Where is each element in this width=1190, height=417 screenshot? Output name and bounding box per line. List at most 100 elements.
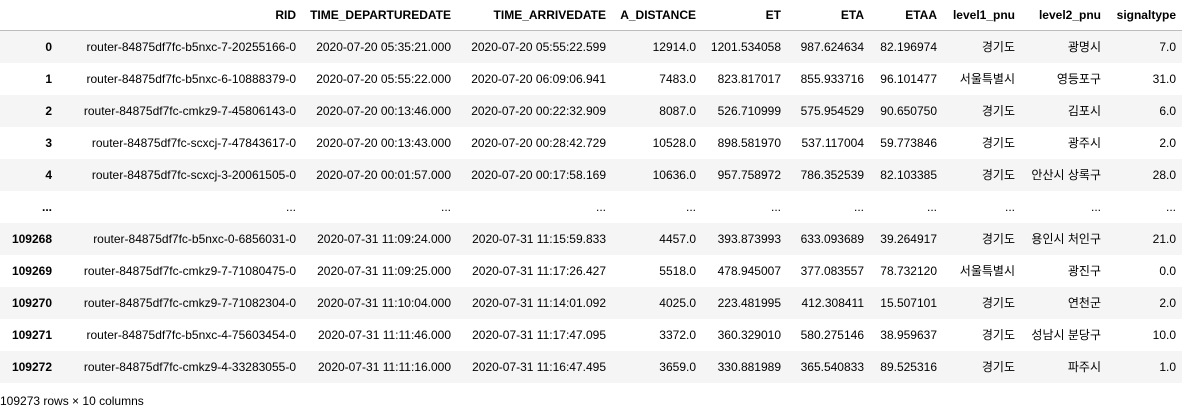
row-index: 109271 <box>11 327 52 342</box>
table-cell: 38.959637 <box>880 327 937 342</box>
table-cell: 7483.0 <box>659 71 696 86</box>
row-index: 3 <box>45 135 52 150</box>
table-cell: 330.881989 <box>717 359 781 374</box>
table-cell: router-84875df7fc-cmkz9-4-33283055-0 <box>83 359 296 374</box>
column-header: level1_pnu <box>943 0 1021 31</box>
table-cell: router-84875df7fc-cmkz9-7-45806143-0 <box>83 103 296 118</box>
table-cell: 3659.0 <box>659 359 696 374</box>
row-index: 109272 <box>11 359 52 374</box>
table-cell: 15.507101 <box>880 295 937 310</box>
table-cell: 21.0 <box>1152 231 1176 246</box>
table-cell: router-84875df7fc-b5nxc-6-10888379-0 <box>86 71 296 86</box>
table-header: RID TIME_DEPARTUREDATE TIME_ARRIVEDATE A_DI… <box>0 0 1182 31</box>
table-cell: 633.093689 <box>800 231 864 246</box>
table-row: ................................. <box>0 191 1182 223</box>
table-cell: 광진구 <box>1067 264 1101 278</box>
table-cell: 2020-07-20 00:01:57.000 <box>316 167 451 182</box>
table-cell: 2020-07-20 00:13:46.000 <box>316 103 451 118</box>
table-cell: 223.481995 <box>717 295 781 310</box>
table-cell: ... <box>440 199 451 214</box>
table-cell: 957.758972 <box>717 167 781 182</box>
table-cell: 영등포구 <box>1056 72 1101 86</box>
table-cell: 경기도 <box>981 136 1015 150</box>
table-cell: 39.264917 <box>880 231 937 246</box>
table-cell: 89.525316 <box>880 359 937 374</box>
column-header: ETA <box>787 0 870 31</box>
table-row: 109272 router-84875df7fc-cmkz9-4-33283055… <box>0 350 1182 383</box>
table-cell: router-84875df7fc-cmkz9-7-71080475-0 <box>83 263 296 278</box>
table-cell: router-84875df7fc-cmkz9-7-71082304-0 <box>83 295 296 310</box>
row-index: ... <box>41 199 52 214</box>
table-cell: 2.0 <box>1159 295 1176 310</box>
table-cell: router-84875df7fc-b5nxc-7-20255166-0 <box>86 39 296 54</box>
table-cell: 82.196974 <box>880 39 937 54</box>
table-cell: 580.275146 <box>800 327 864 342</box>
table-cell: ... <box>595 199 606 214</box>
table-cell: router-84875df7fc-b5nxc-0-6856031-0 <box>93 231 296 246</box>
table-cell: 4025.0 <box>659 295 696 310</box>
table-cell: 경기도 <box>981 360 1015 374</box>
table-row: 3 router-84875df7fc-scxcj-7-47843617-0 202… <box>0 127 1182 159</box>
row-index: 109268 <box>11 231 52 246</box>
table-cell: 537.117004 <box>801 135 864 150</box>
table-row: 109269 router-84875df7fc-cmkz9-7-71080475… <box>0 255 1182 287</box>
table-cell: 2020-07-20 00:22:32.909 <box>471 103 606 118</box>
table-cell: 2020-07-31 11:15:59.833 <box>472 231 606 246</box>
table-cell: ... <box>285 199 296 214</box>
table-cell: 478.945007 <box>717 263 781 278</box>
table-cell: 김포시 <box>1067 104 1101 118</box>
table-cell: 10636.0 <box>652 167 696 182</box>
table-cell: 412.308411 <box>801 295 864 310</box>
table-cell: 855.933716 <box>800 71 864 86</box>
table-cell: 2.0 <box>1159 135 1176 150</box>
table-cell: 성남시 분당구 <box>1031 328 1101 342</box>
table-cell: 서울특별시 <box>959 264 1015 278</box>
row-index: 109269 <box>11 263 52 278</box>
table-cell: 2020-07-31 11:14:01.092 <box>472 295 606 310</box>
table-cell: ... <box>1004 199 1015 214</box>
index-header <box>0 0 58 31</box>
table-cell: 2020-07-20 05:55:22.599 <box>471 39 606 54</box>
table-cell: 526.710999 <box>717 103 781 118</box>
table-cell: ... <box>926 199 937 214</box>
table-cell: 12914.0 <box>652 39 696 54</box>
dataframe-table: RID TIME_DEPARTUREDATE TIME_ARRIVEDATE A_DI… <box>0 0 1182 383</box>
table-row: 109268 router-84875df7fc-b5nxc-0-6856031-… <box>0 222 1182 255</box>
table-cell: 안산시 상록구 <box>1031 168 1101 182</box>
table-cell: 2020-07-20 05:55:22.000 <box>316 71 451 86</box>
table-cell: ... <box>770 199 781 214</box>
table-cell: 2020-07-31 11:11:16.000 <box>317 359 451 374</box>
table-cell: 7.0 <box>1159 39 1176 54</box>
table-cell: 82.103385 <box>880 167 937 182</box>
row-index: 2 <box>45 103 52 118</box>
table-cell: router-84875df7fc-scxcj-3-20061505-0 <box>91 167 296 182</box>
header-row: RID TIME_DEPARTUREDATE TIME_ARRIVEDATE A_DI… <box>0 0 1182 31</box>
table-cell: 2020-07-31 11:17:47.095 <box>472 327 606 342</box>
table-cell: 2020-07-20 00:28:42.729 <box>471 135 606 150</box>
table-cell: 2020-07-31 11:11:46.000 <box>317 327 451 342</box>
table-cell: 393.873993 <box>717 231 781 246</box>
table-cell: 경기도 <box>981 232 1015 246</box>
table-cell: 2020-07-31 11:17:26.427 <box>472 263 606 278</box>
table-cell: 365.540833 <box>800 359 864 374</box>
table-cell: 1201.534058 <box>710 39 781 54</box>
table-cell: 2020-07-31 11:09:25.000 <box>317 263 451 278</box>
table-cell: 6.0 <box>1159 103 1176 118</box>
table-cell: ... <box>853 199 864 214</box>
table-cell: 0.0 <box>1159 263 1176 278</box>
table-cell: 연천군 <box>1067 296 1101 310</box>
column-header: ETAA <box>870 0 943 31</box>
table-cell: ... <box>1165 199 1176 214</box>
table-cell: 경기도 <box>981 328 1015 342</box>
table-cell: 59.773846 <box>880 135 937 150</box>
table-cell: 경기도 <box>981 104 1015 118</box>
table-cell: 10.0 <box>1152 327 1176 342</box>
table-cell: 용인시 처인구 <box>1031 232 1101 246</box>
column-header: A_DISTANCE <box>612 0 702 31</box>
table-cell: router-84875df7fc-scxcj-7-47843617-0 <box>91 135 296 150</box>
table-cell: 4457.0 <box>659 231 696 246</box>
table-body: 0 router-84875df7fc-b5nxc-7-20255166-0 202… <box>0 30 1182 383</box>
table-cell: 광명시 <box>1067 40 1101 55</box>
table-cell: 경기도 <box>981 296 1015 310</box>
table-row: 109270 router-84875df7fc-cmkz9-7-71082304… <box>0 286 1182 319</box>
